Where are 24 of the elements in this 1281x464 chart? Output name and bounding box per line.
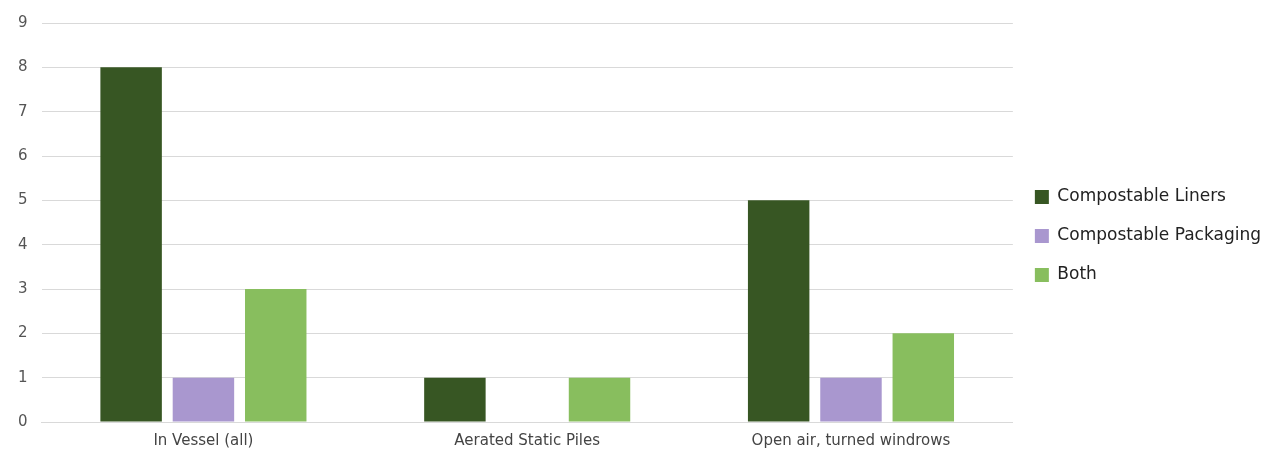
- bar: [820, 377, 882, 422]
- legend-label: Compostable Packaging: [1057, 224, 1262, 245]
- y-tick-label: 6: [18, 145, 28, 164]
- bar: [100, 67, 162, 422]
- x-tick-label: Open air, turned windrows: [751, 430, 951, 449]
- y-tick-label: 1: [18, 367, 28, 386]
- bar: [892, 333, 955, 422]
- bar: [747, 200, 810, 422]
- y-tick-label: 0: [18, 411, 28, 430]
- bar: [424, 377, 486, 422]
- y-tick-label: 7: [18, 101, 28, 120]
- legend-label: Both: [1057, 263, 1097, 284]
- bar: [568, 377, 631, 422]
- bar: [172, 377, 235, 422]
- y-tick-label: 8: [18, 57, 28, 76]
- x-tick-label: In Vessel (all): [153, 430, 254, 449]
- bar: [245, 289, 307, 422]
- y-tick-label: 2: [18, 323, 28, 342]
- y-tick-label: 4: [18, 234, 28, 253]
- x-tick-label: Aerated Static Piles: [454, 430, 601, 449]
- y-tick-label: 3: [18, 278, 28, 297]
- y-tick-label: 9: [18, 12, 28, 31]
- y-tick-label: 5: [18, 190, 28, 209]
- legend-label: Compostable Liners: [1057, 185, 1227, 206]
